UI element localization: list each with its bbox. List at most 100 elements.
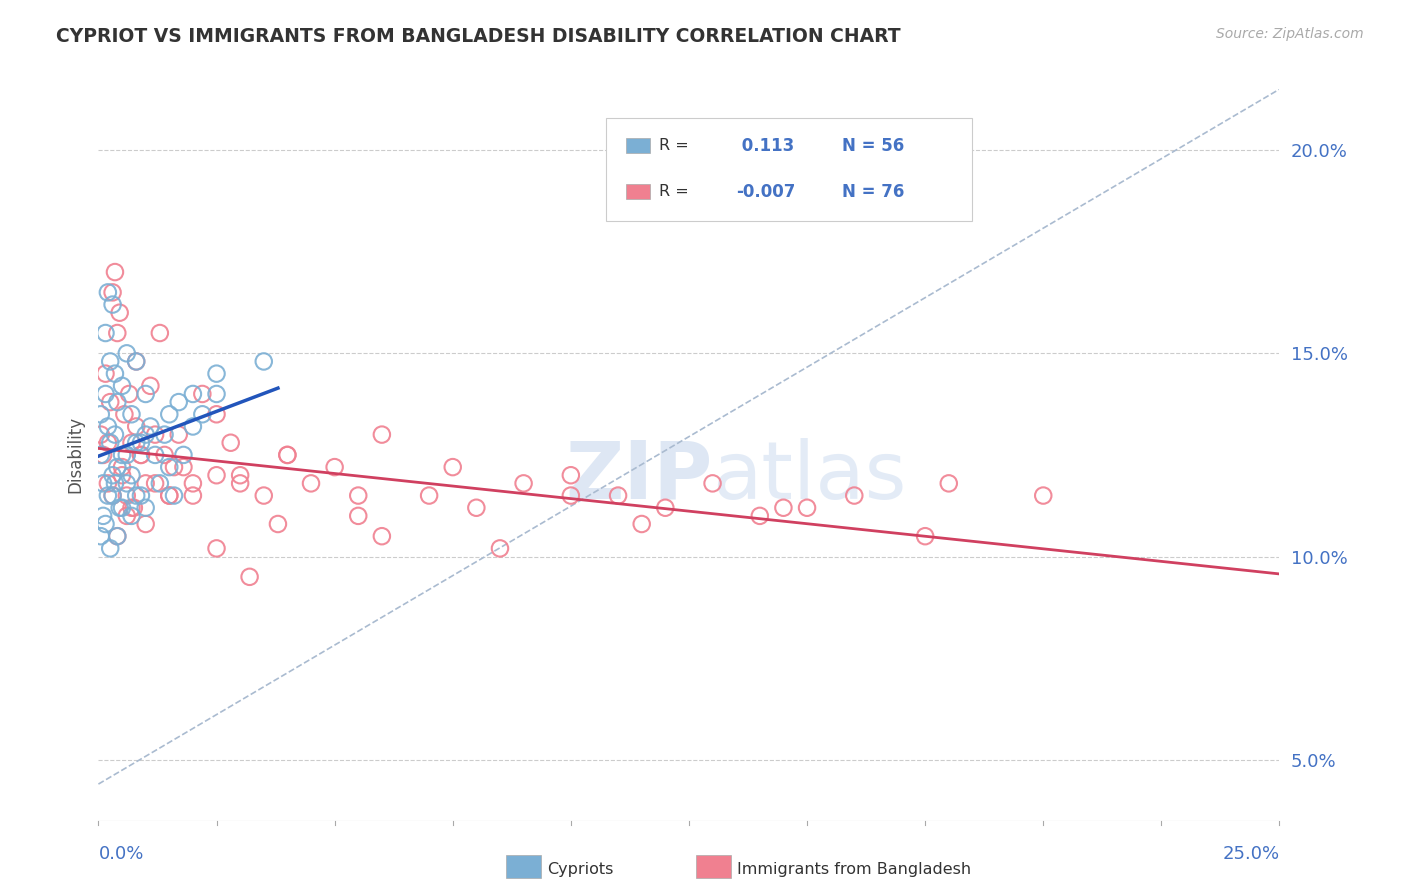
Point	[105, 529, 128, 543]
Point	[191, 387, 214, 401]
Text: 0.113: 0.113	[737, 136, 794, 154]
Point	[143, 448, 166, 462]
Point	[105, 460, 128, 475]
Point	[111, 448, 134, 462]
Point	[489, 541, 512, 556]
Point	[465, 500, 488, 515]
Point	[205, 367, 228, 381]
Point	[149, 326, 172, 340]
Point	[253, 489, 276, 503]
Point	[748, 508, 770, 523]
Point	[90, 529, 112, 543]
Point	[121, 407, 143, 421]
Point	[205, 541, 228, 556]
Point	[512, 476, 534, 491]
Point	[361, 842, 384, 856]
Text: CYPRIOT VS IMMIGRANTS FROM BANGLADESH DISABILITY CORRELATION CHART: CYPRIOT VS IMMIGRANTS FROM BANGLADESH DI…	[56, 27, 901, 45]
Point	[108, 500, 131, 515]
Point	[149, 476, 172, 491]
Point	[121, 435, 143, 450]
Point	[135, 387, 157, 401]
Point	[630, 516, 652, 531]
Point	[143, 427, 166, 442]
Point	[371, 427, 394, 442]
Point	[239, 570, 262, 584]
Point	[115, 489, 138, 503]
Point	[90, 407, 112, 421]
Point	[347, 508, 370, 523]
Text: 0.0%: 0.0%	[98, 845, 143, 863]
Text: 25.0%: 25.0%	[1222, 845, 1279, 863]
Point	[97, 489, 120, 503]
Point	[143, 476, 166, 491]
Point	[115, 346, 138, 360]
Point	[702, 476, 724, 491]
Point	[796, 500, 818, 515]
Point	[135, 427, 157, 442]
Point	[135, 516, 157, 531]
Text: Cypriots: Cypriots	[547, 863, 613, 877]
Point	[101, 285, 124, 300]
Point	[91, 448, 114, 462]
Point	[347, 489, 370, 503]
Point	[121, 468, 143, 483]
Point	[163, 489, 186, 503]
Point	[181, 476, 204, 491]
Point	[607, 489, 630, 503]
Point	[108, 306, 131, 320]
Point	[560, 468, 582, 483]
Point	[97, 419, 120, 434]
Point	[229, 468, 252, 483]
Point	[205, 407, 228, 421]
Point	[98, 354, 121, 368]
Point	[139, 379, 162, 393]
Point	[94, 326, 117, 340]
Point	[111, 468, 134, 483]
Point	[167, 427, 190, 442]
Bar	[626, 185, 650, 199]
Point	[205, 387, 228, 401]
Point	[938, 476, 960, 491]
Text: ZIP: ZIP	[565, 438, 713, 516]
Point	[560, 489, 582, 503]
Point	[229, 476, 252, 491]
Point	[105, 395, 128, 409]
Point	[276, 448, 298, 462]
Point	[219, 435, 242, 450]
Point	[91, 476, 114, 491]
Point	[772, 500, 794, 515]
Point	[299, 476, 322, 491]
Point	[135, 500, 157, 515]
Bar	[626, 138, 650, 153]
Point	[125, 419, 148, 434]
Point	[205, 468, 228, 483]
Point	[98, 541, 121, 556]
Point	[844, 489, 866, 503]
Point	[181, 387, 204, 401]
Y-axis label: Disability: Disability	[66, 417, 84, 493]
Point	[105, 529, 128, 543]
Point	[125, 489, 148, 503]
Point	[121, 508, 143, 523]
Point	[654, 500, 676, 515]
Point	[97, 476, 120, 491]
Point	[94, 367, 117, 381]
Point	[125, 354, 148, 368]
Text: -0.007: -0.007	[737, 183, 796, 201]
Point	[111, 379, 134, 393]
Point	[98, 435, 121, 450]
Point	[129, 448, 152, 462]
Text: atlas: atlas	[713, 438, 907, 516]
Point	[104, 367, 127, 381]
Point	[129, 489, 152, 503]
Point	[276, 448, 298, 462]
Point	[157, 407, 180, 421]
Text: R =: R =	[659, 184, 695, 199]
Point	[323, 460, 346, 475]
Point	[112, 407, 135, 421]
Point	[98, 395, 121, 409]
Text: Source: ZipAtlas.com: Source: ZipAtlas.com	[1216, 27, 1364, 41]
Point	[104, 476, 127, 491]
Point	[97, 285, 120, 300]
Point	[441, 460, 464, 475]
